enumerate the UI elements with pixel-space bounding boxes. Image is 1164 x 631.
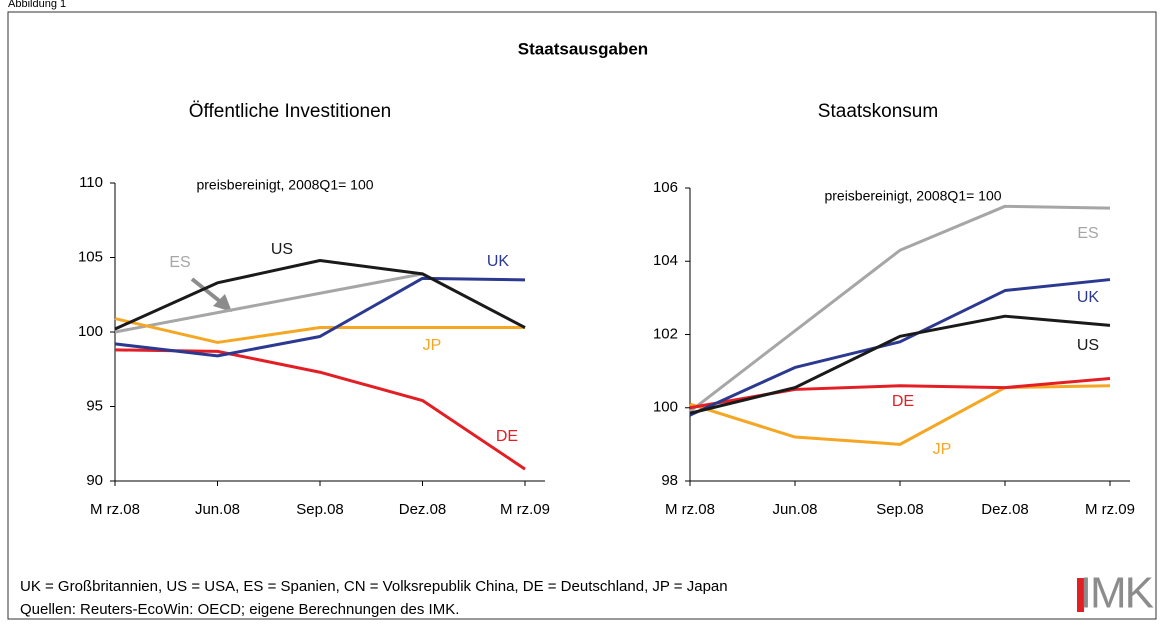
y-tick-label: 106 [653, 179, 678, 196]
series-label: DE [892, 393, 914, 410]
annotation: preisbereinigt, 2008Q1= 100 [196, 177, 373, 193]
y-tick-label: 105 [78, 248, 103, 265]
figure-title: Staatsausgaben [518, 39, 648, 58]
y-tick-label: 102 [653, 325, 678, 342]
x-tick-label: Jun.08 [195, 501, 240, 518]
series-label: DE [496, 428, 518, 445]
series-line [114, 317, 525, 344]
x-tick-label: M rz.09 [1085, 501, 1135, 518]
series-label: JP [423, 337, 442, 354]
series-line [689, 384, 1111, 446]
y-tick-label: 100 [653, 399, 678, 416]
logo-bar [1077, 578, 1084, 612]
series-label: JP [933, 441, 952, 458]
x-tick-label: Dez.08 [399, 501, 447, 518]
x-tick-label: Dez.08 [981, 501, 1029, 518]
y-tick-label: 90 [86, 472, 103, 489]
x-tick-label: M rz.08 [665, 501, 715, 518]
chart-title: Staatskonsum [818, 101, 938, 122]
footnote: Quellen: Reuters-EcoWin: OECD; eigene Be… [20, 601, 459, 618]
y-tick-label: 110 [79, 174, 103, 191]
annotation: preisbereinigt, 2008Q1= 100 [824, 188, 1001, 204]
series-line [114, 258, 526, 331]
series-line [114, 276, 526, 358]
series-label: ES [169, 254, 190, 271]
series-label: US [271, 241, 293, 258]
logo: IMK [1080, 569, 1154, 618]
series-line [689, 204, 1111, 413]
series-line [689, 278, 1111, 417]
x-tick-label: Sep.08 [876, 501, 924, 518]
y-tick-label: 100 [78, 323, 103, 340]
arrow-head [213, 294, 232, 312]
y-tick-label: 95 [86, 397, 103, 414]
x-tick-label: M rz.08 [90, 501, 140, 518]
series-line [114, 272, 423, 334]
chart-title: Öffentliche Investitionen [189, 101, 391, 122]
footnote: UK = Großbritannien, US = USA, ES = Span… [20, 578, 728, 595]
es-arrow [190, 277, 232, 312]
x-tick-label: Jun.08 [772, 501, 817, 518]
y-tick-label: 104 [653, 252, 678, 269]
series-label: US [1077, 337, 1099, 354]
series-label: ES [1077, 225, 1098, 242]
series-label: UK [1077, 289, 1100, 306]
series-label: UK [487, 253, 510, 270]
figure-label: Abbildung 1 [8, 0, 66, 10]
series-line [689, 314, 1111, 415]
x-tick-label: M rz.09 [500, 501, 550, 518]
x-tick-label: Sep.08 [296, 501, 344, 518]
y-tick-label: 98 [661, 472, 678, 489]
arrow-shaft [190, 277, 224, 305]
frame [7, 11, 1157, 620]
